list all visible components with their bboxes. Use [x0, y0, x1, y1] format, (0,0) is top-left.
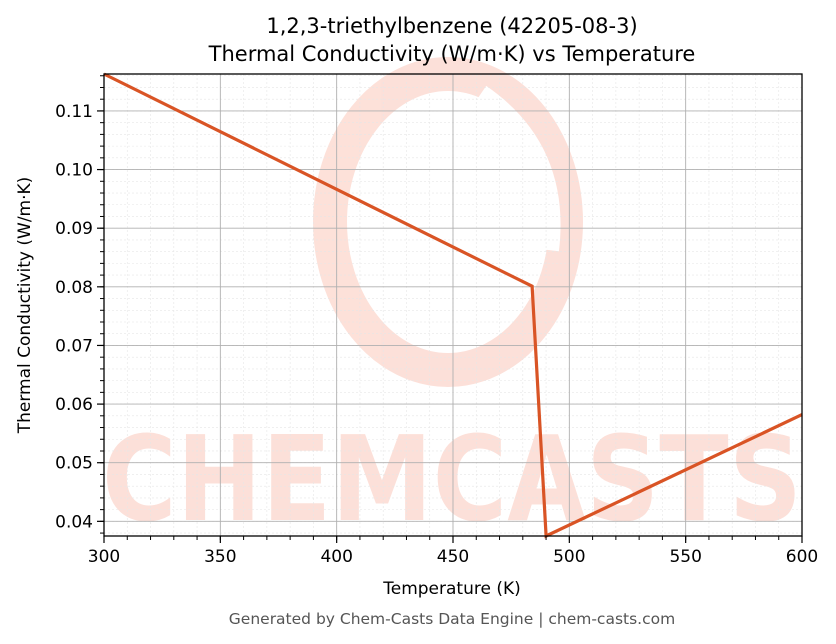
y-tick-label: 0.11 [55, 102, 93, 122]
series-line [103, 72, 803, 539]
chart-title-line1: 1,2,3-triethylbenzene (42205-08-3) [266, 14, 637, 38]
y-tick-label: 0.10 [55, 161, 93, 181]
chart-title-line2: Thermal Conductivity (W/m·K) vs Temperat… [208, 42, 696, 66]
x-tick-label: 600 [786, 547, 818, 567]
x-tick-label: 300 [88, 547, 120, 567]
y-tick-label: 0.07 [55, 336, 93, 356]
y-tick-label: 0.04 [55, 512, 93, 532]
x-tick-label: 400 [320, 547, 352, 567]
y-axis-label: Thermal Conductivity (W/m·K) [15, 177, 35, 435]
series-layer [103, 72, 803, 539]
y-tick-label: 0.09 [55, 219, 93, 239]
y-tick-label: 0.06 [55, 395, 93, 415]
x-tick-label: 350 [204, 547, 236, 567]
y-tick-label: 0.08 [55, 278, 93, 298]
watermark-logo: CHEMCASTS [102, 57, 802, 548]
tick-layer: 300 350 400 450 500 550 600 0.04 0.05 0.06 0.07 0.0… [55, 75, 818, 567]
x-tick-label: 450 [437, 547, 469, 567]
y-tick-label: 0.05 [55, 454, 93, 474]
watermark-text: CHEMCASTS [102, 410, 802, 548]
footer-credit: Generated by Chem-Casts Data Engine | ch… [229, 610, 675, 628]
x-tick-label: 550 [669, 547, 701, 567]
x-tick-label: 500 [553, 547, 585, 567]
x-axis-label: Temperature (K) [382, 579, 521, 599]
